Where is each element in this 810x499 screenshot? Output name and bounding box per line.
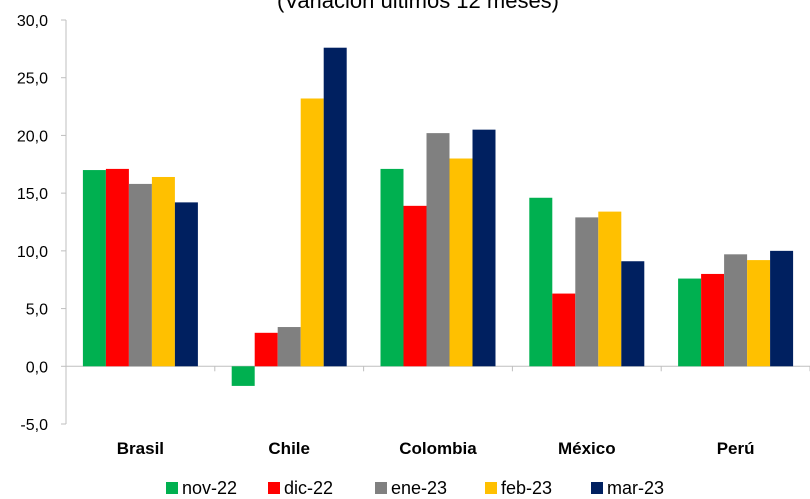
bar	[747, 260, 771, 367]
y-tick-label: 20,0	[17, 128, 48, 145]
x-axis: Brasil Chile Colombia México Perú	[65, 365, 810, 458]
bar	[472, 129, 496, 367]
legend-label: feb-23	[501, 478, 552, 498]
bar	[678, 278, 702, 367]
x-tick-label: Chile	[268, 439, 310, 458]
x-tick-label: México	[558, 439, 616, 458]
legend-label: mar-23	[607, 478, 664, 498]
bar	[277, 327, 301, 367]
y-tick-label: 15,0	[17, 186, 48, 203]
bars	[82, 47, 794, 386]
x-tick-label: Brasil	[117, 439, 164, 458]
legend-label: nov-22	[182, 478, 237, 498]
y-axis: 30,0 25,0 20,0 15,0 10,0 5,0 0,0 -5,0	[17, 13, 67, 434]
legend-swatch	[485, 482, 497, 494]
y-tick-label: -5,0	[20, 417, 48, 434]
y-tick-label: 10,0	[17, 244, 48, 261]
bar	[552, 293, 576, 367]
legend-swatch	[268, 482, 280, 494]
bar	[231, 366, 255, 386]
y-tick-label: 0,0	[26, 359, 48, 376]
bar	[598, 211, 622, 367]
y-tick-label: 5,0	[26, 302, 48, 319]
y-tick-label: 30,0	[17, 13, 48, 30]
legend-swatch	[591, 482, 603, 494]
bar	[621, 261, 645, 367]
bar	[254, 332, 278, 367]
bar	[380, 168, 404, 367]
legend-label: dic-22	[284, 478, 333, 498]
chart-title: (Variación últimos 12 meses)	[277, 0, 559, 13]
legend-swatch	[166, 482, 178, 494]
bar	[449, 158, 473, 367]
bar	[300, 98, 324, 367]
bar	[529, 197, 553, 367]
x-tick-label: Perú	[717, 439, 755, 458]
bar	[575, 217, 599, 367]
bar	[105, 168, 129, 367]
bar	[82, 170, 106, 367]
bar	[403, 205, 427, 367]
bar	[770, 250, 794, 367]
bar	[724, 254, 748, 367]
bar	[128, 183, 152, 367]
y-tick-label: 25,0	[17, 71, 48, 88]
x-tick-label: Colombia	[399, 439, 477, 458]
bar	[426, 133, 450, 367]
bar	[174, 202, 198, 367]
bar	[323, 47, 347, 367]
legend-label: ene-23	[391, 478, 447, 498]
legend: nov-22 dic-22 ene-23 feb-23 mar-23	[166, 478, 664, 498]
bar	[151, 176, 175, 367]
legend-swatch	[375, 482, 387, 494]
bar	[701, 273, 725, 367]
